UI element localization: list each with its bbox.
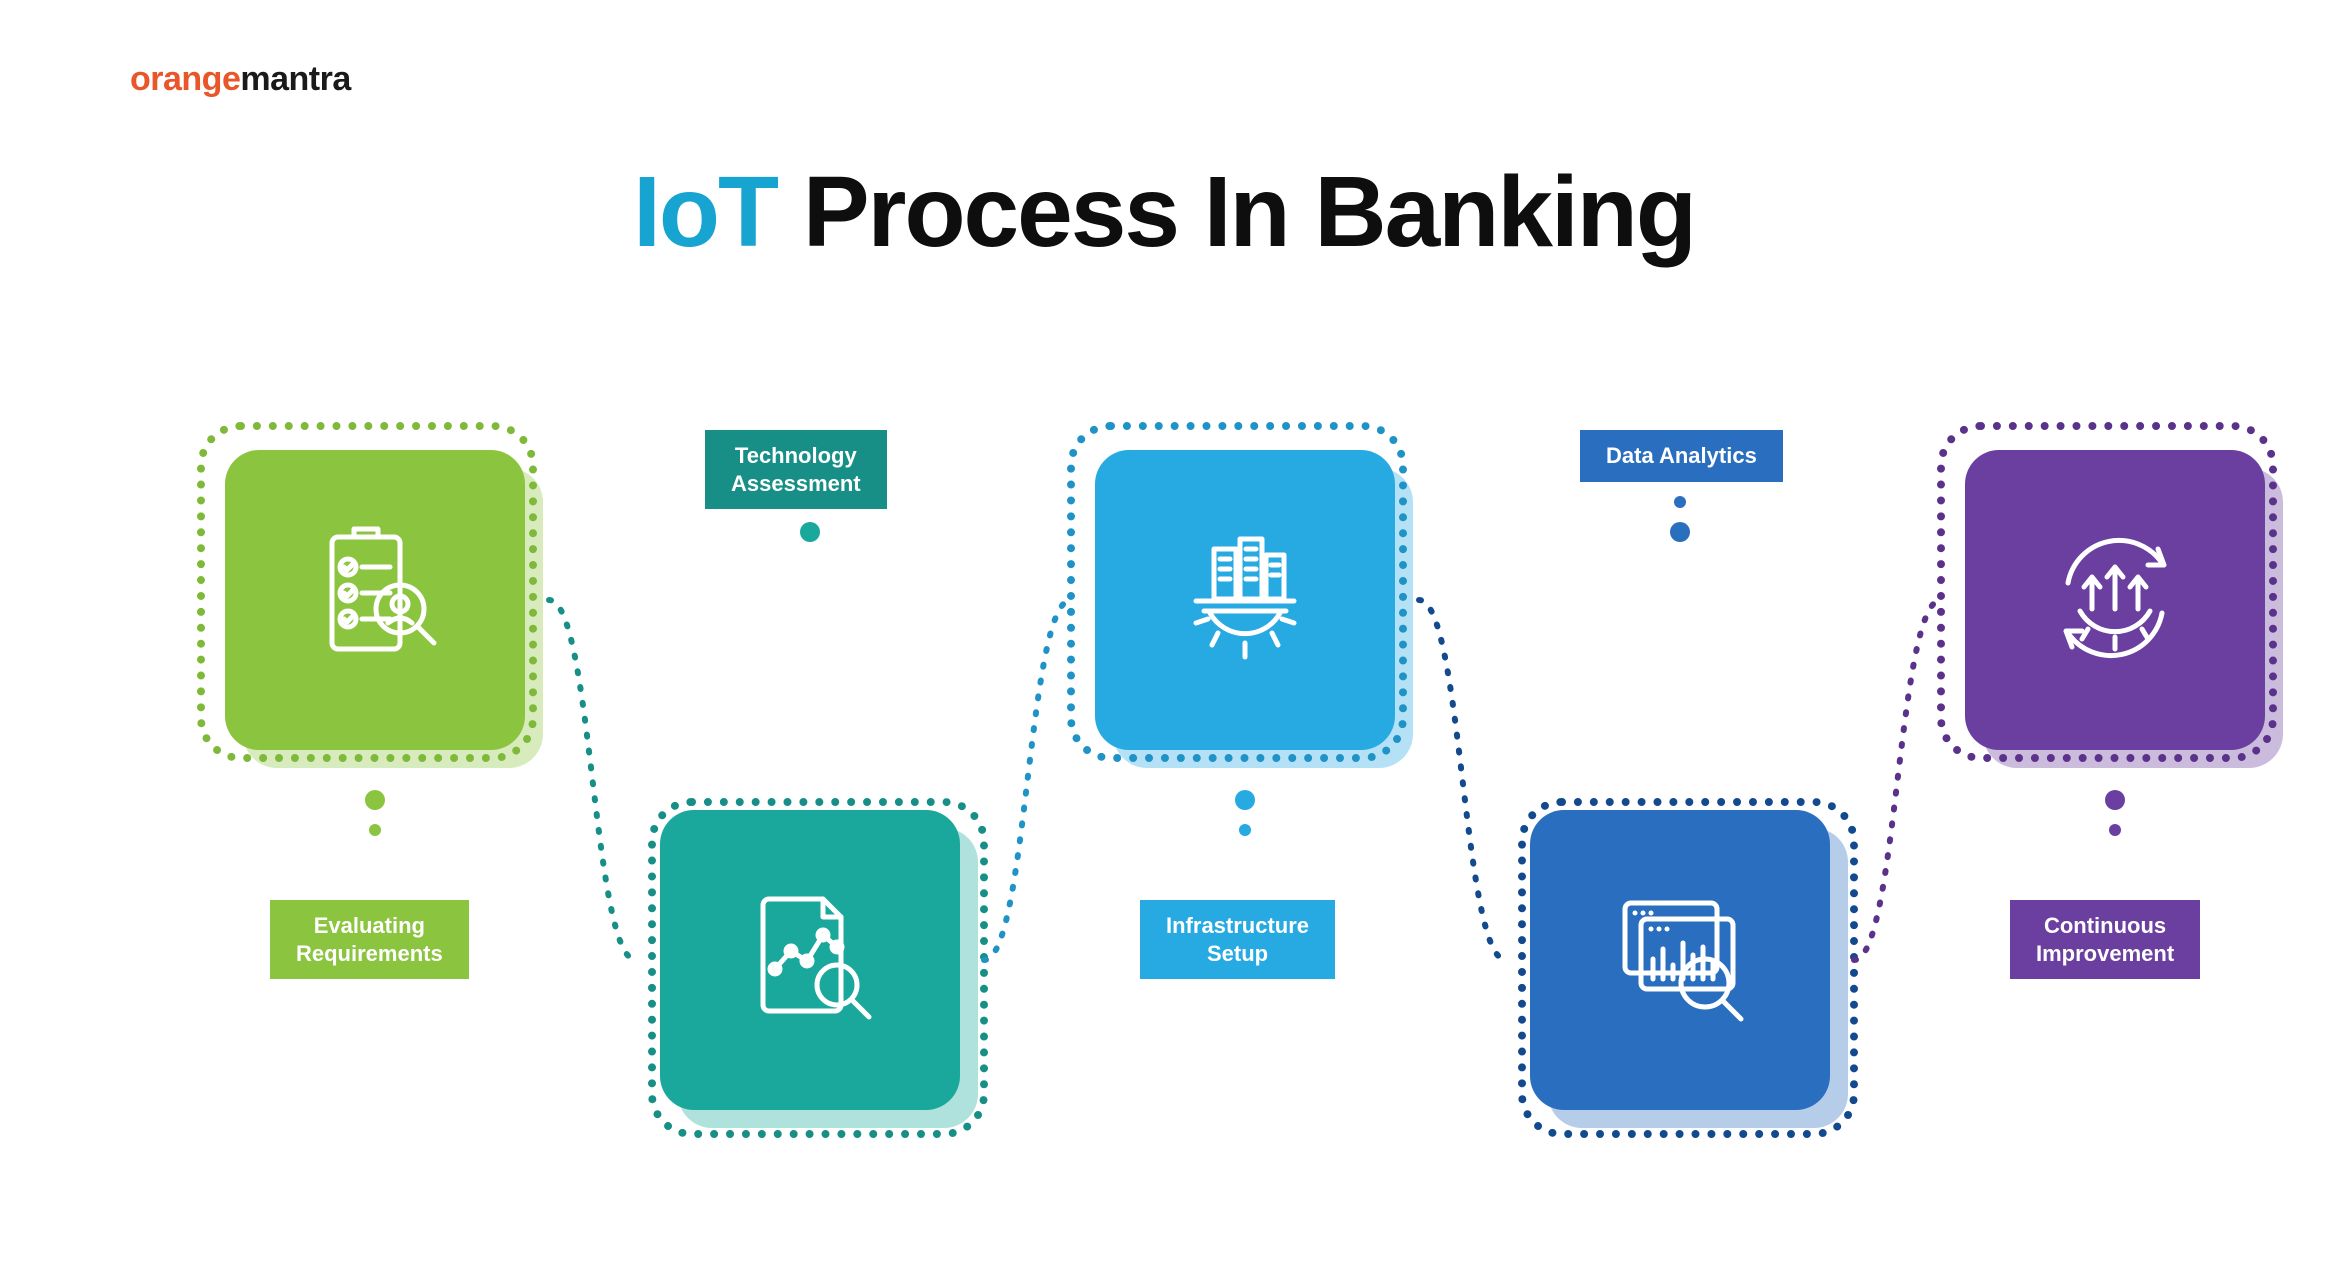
cycle-arrows-gear-icon	[2030, 513, 2200, 688]
logo-part2: mantra	[240, 60, 350, 98]
checklist-search-icon	[290, 513, 460, 688]
page-title: IoT Process In Banking	[0, 155, 2328, 270]
separator-dots	[1235, 790, 1255, 836]
step-label-evaluating: Evaluating Requirements	[270, 900, 469, 979]
step-label-continuous: Continuous Improvement	[2010, 900, 2200, 979]
title-rest: Process In Banking	[777, 156, 1695, 268]
separator-dots	[1670, 496, 1690, 542]
step-label-technology: Technology Assessment	[705, 430, 887, 509]
step-label-analytics: Data Analytics	[1580, 430, 1783, 482]
brand-logo: orangemantra	[130, 60, 351, 99]
step-label-infrastructure: Infrastructure Setup	[1140, 900, 1335, 979]
doc-analytics-magnify-icon	[725, 873, 895, 1048]
step-card-evaluating	[225, 450, 525, 750]
separator-dots	[2105, 790, 2125, 836]
city-gear-icon	[1160, 513, 1330, 688]
process-stage: Evaluating Requirements Technology Asses…	[0, 430, 2328, 1250]
step-card-continuous	[1965, 450, 2265, 750]
step-card-infrastructure	[1095, 450, 1395, 750]
logo-part1: orange	[130, 60, 240, 98]
separator-dots	[365, 790, 385, 836]
step-card-analytics	[1530, 810, 1830, 1110]
title-highlight: IoT	[633, 156, 777, 268]
step-card-technology	[660, 810, 960, 1110]
dashboard-magnify-icon	[1595, 873, 1765, 1048]
